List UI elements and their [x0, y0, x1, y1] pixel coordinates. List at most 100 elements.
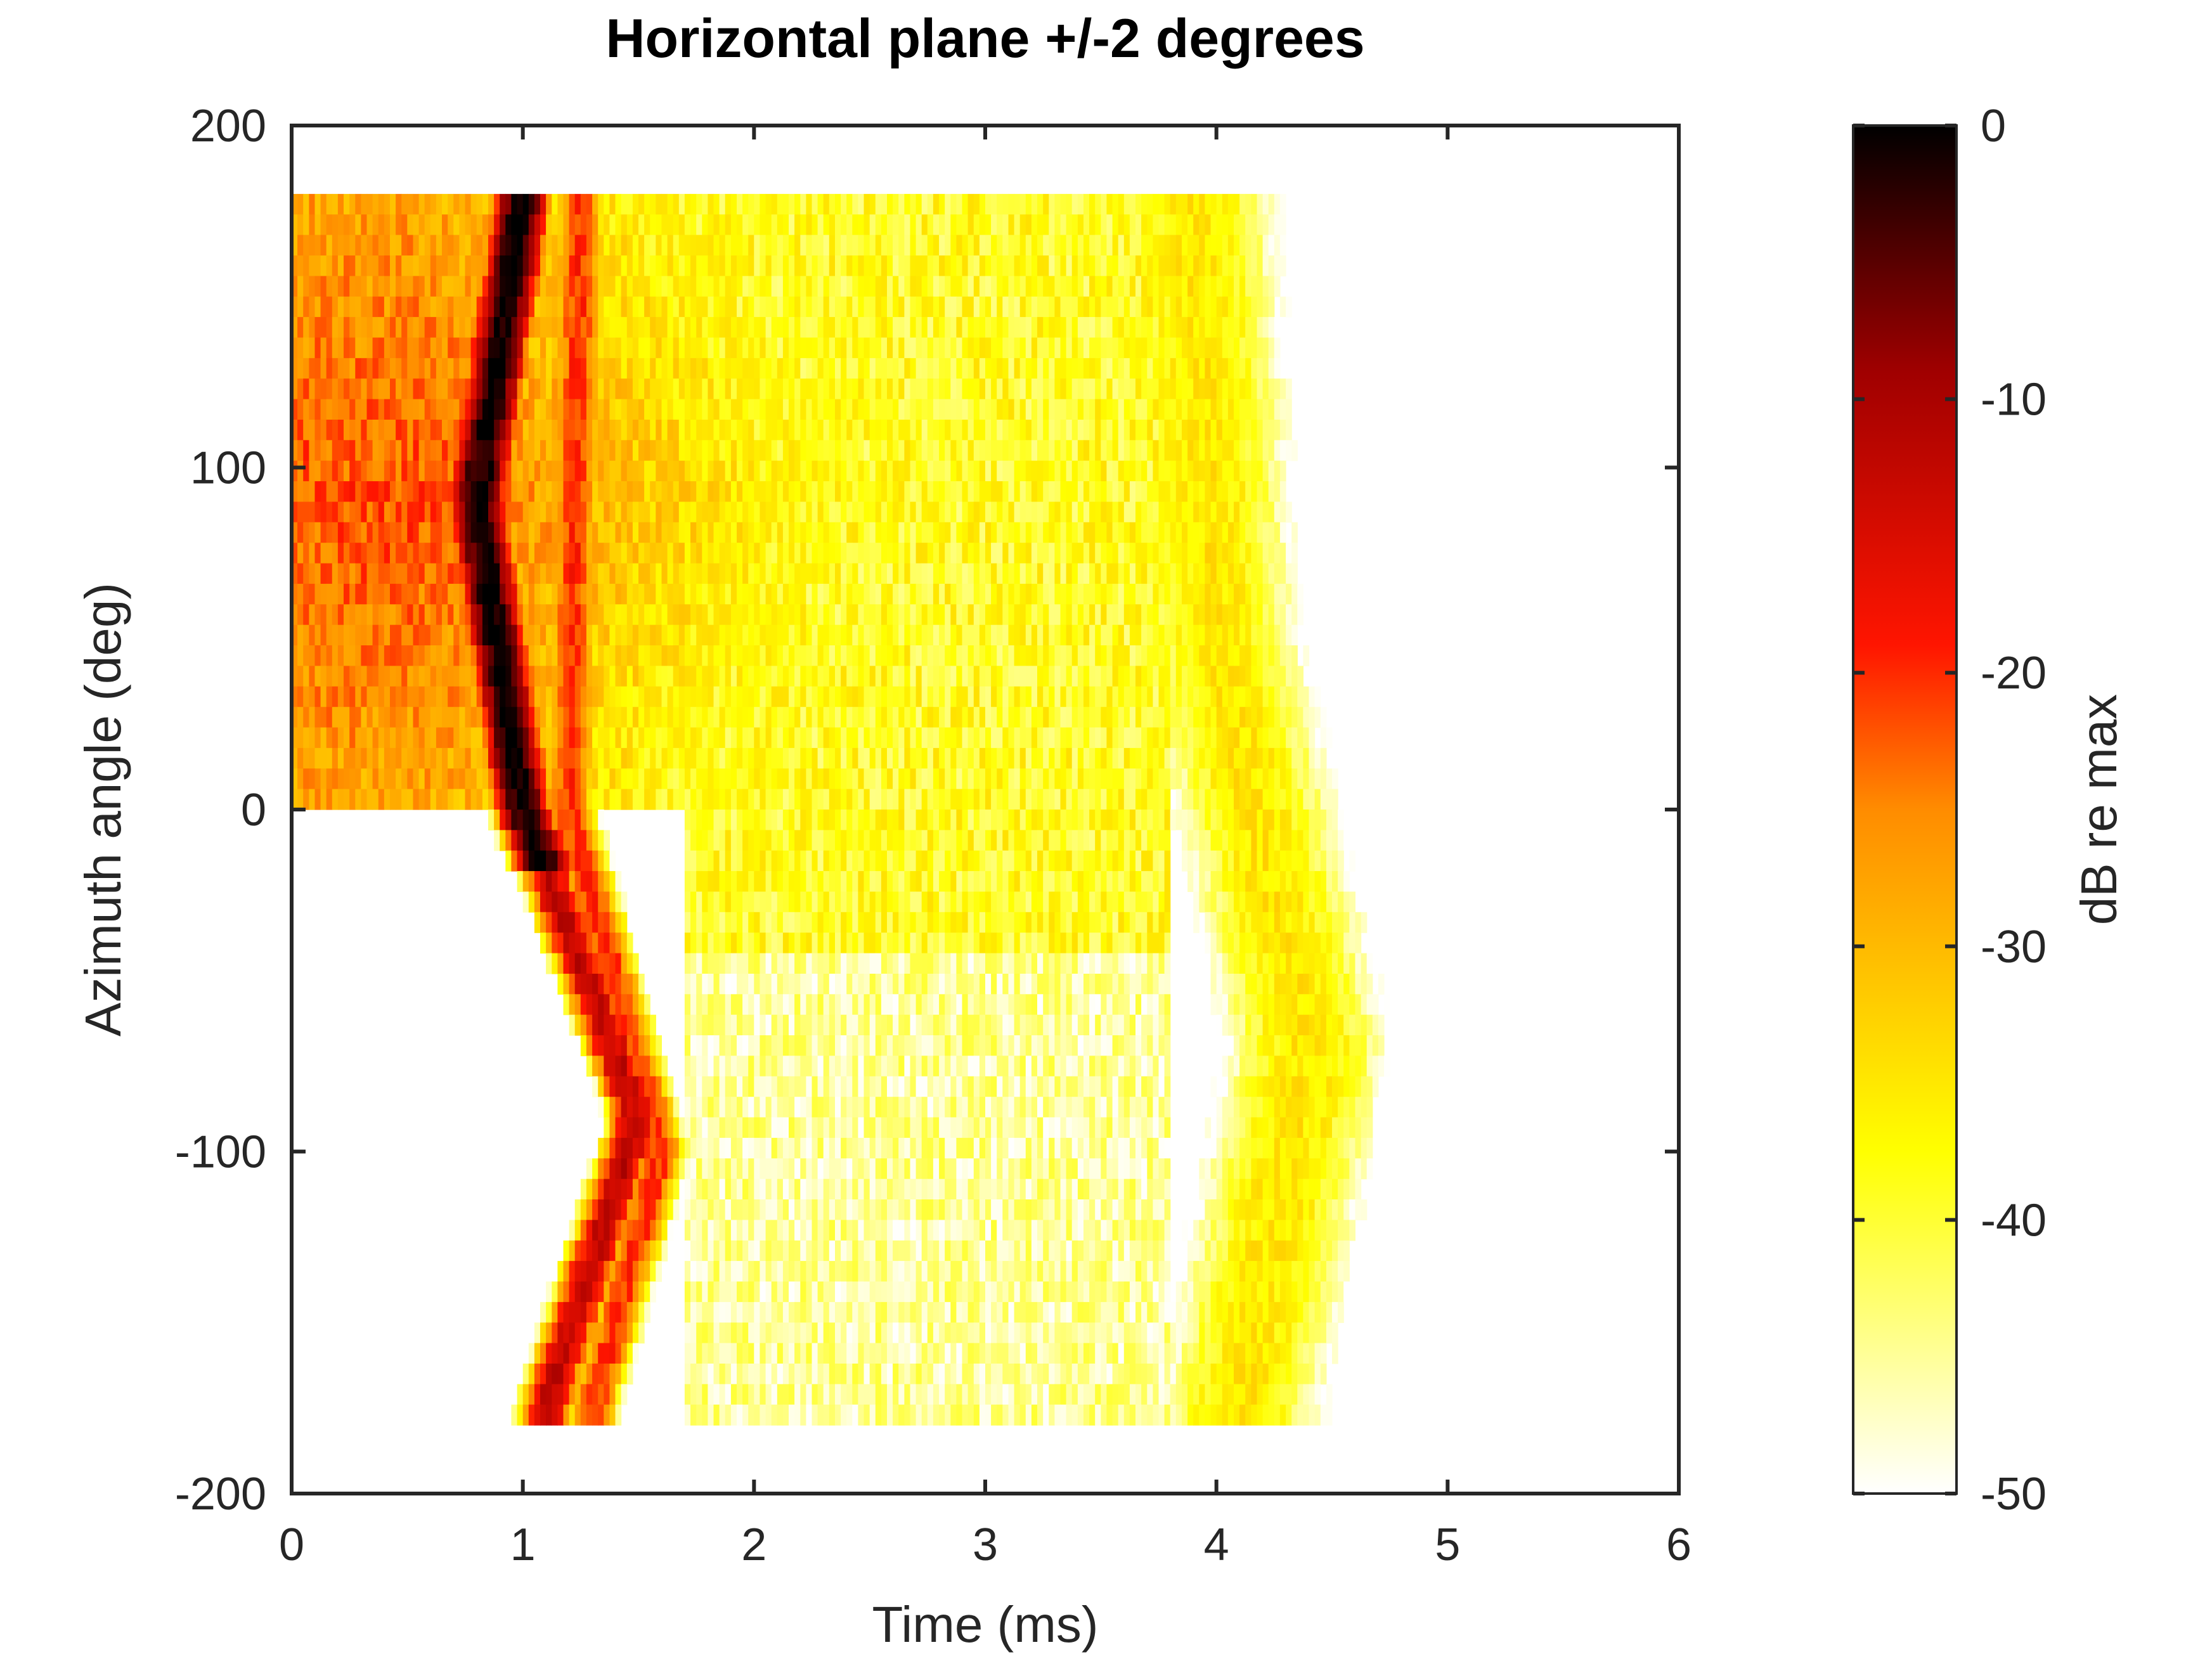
- heatmap-cell: [615, 358, 622, 379]
- heatmap-cell: [754, 604, 760, 626]
- heatmap-cell: [598, 378, 604, 400]
- heatmap-cell: [690, 420, 697, 441]
- heatmap-cell: [580, 501, 587, 523]
- heatmap-cell: [355, 583, 361, 605]
- heatmap-cell: [592, 214, 598, 236]
- heatmap-cell: [967, 214, 974, 236]
- heatmap-cell: [1089, 378, 1096, 400]
- heatmap-cell: [1193, 296, 1200, 318]
- heatmap-cell: [985, 255, 992, 276]
- heatmap-cell: [904, 214, 911, 236]
- heatmap-cell: [800, 645, 806, 666]
- heatmap-cell: [482, 645, 489, 666]
- heatmap-cell: [1077, 296, 1084, 318]
- heatmap-cell: [442, 686, 448, 707]
- heatmap-cell: [1274, 276, 1281, 297]
- heatmap-cell: [985, 768, 992, 790]
- heatmap-cell: [973, 276, 980, 297]
- heatmap-cell: [904, 481, 911, 503]
- heatmap-cell: [841, 378, 847, 400]
- heatmap-cell: [297, 235, 304, 256]
- heatmap-cell: [644, 235, 650, 256]
- heatmap-cell: [1025, 686, 1032, 707]
- heatmap-cell: [320, 666, 327, 687]
- heatmap-cell: [730, 460, 737, 482]
- heatmap-cell: [696, 727, 702, 749]
- heatmap-cell: [1002, 358, 1009, 379]
- heatmap-cell: [812, 296, 818, 318]
- heatmap-cell: [979, 666, 986, 687]
- heatmap-cell: [401, 276, 408, 297]
- heatmap-cell: [1025, 317, 1032, 339]
- heatmap-cell: [1095, 747, 1101, 769]
- heatmap-cell: [604, 604, 610, 626]
- heatmap-cell: [1158, 481, 1165, 503]
- heatmap-cell: [1164, 624, 1171, 646]
- heatmap-cell: [1187, 727, 1194, 749]
- heatmap-cell: [841, 727, 847, 749]
- heatmap-cell: [292, 235, 298, 256]
- heatmap-cell: [730, 420, 737, 441]
- heatmap-cell: [945, 358, 951, 379]
- heatmap-cell: [979, 768, 986, 790]
- heatmap-cell: [1257, 378, 1264, 400]
- heatmap-cell: [546, 193, 552, 215]
- heatmap-cell: [1049, 235, 1055, 256]
- heatmap-cell: [580, 707, 587, 728]
- heatmap-cell: [841, 604, 847, 626]
- heatmap-cell: [1008, 686, 1015, 707]
- heatmap-cell: [1135, 337, 1142, 359]
- heatmap-cell: [760, 276, 766, 297]
- heatmap-cell: [476, 255, 483, 276]
- heatmap-cell: [742, 317, 749, 339]
- heatmap-cell: [1164, 276, 1171, 297]
- heatmap-cell: [418, 358, 425, 379]
- heatmap-cell: [470, 296, 477, 318]
- heatmap-cell: [517, 501, 524, 523]
- heatmap-cell: [846, 317, 853, 339]
- heatmap-cell: [667, 235, 674, 256]
- heatmap-cell: [806, 604, 813, 626]
- heatmap-cell: [448, 481, 454, 503]
- heatmap-cell: [309, 707, 316, 728]
- heatmap-cell: [418, 563, 425, 584]
- heatmap-cell: [835, 686, 841, 707]
- heatmap-cell: [1153, 501, 1160, 523]
- heatmap-cell: [574, 193, 581, 215]
- heatmap-cell: [632, 358, 639, 379]
- heatmap-cell: [829, 296, 836, 318]
- heatmap-cell: [366, 768, 373, 790]
- heatmap-cell: [1268, 276, 1275, 297]
- heatmap-cell: [1031, 543, 1038, 564]
- heatmap-cell: [540, 296, 547, 318]
- heatmap-cell: [852, 296, 858, 318]
- heatmap-cell: [563, 460, 570, 482]
- heatmap-cell: [823, 378, 830, 400]
- heatmap-cell: [361, 420, 368, 441]
- heatmap-cell: [546, 768, 552, 790]
- heatmap-cell: [1175, 276, 1182, 297]
- heatmap-cell: [1083, 543, 1090, 564]
- heatmap-cell: [540, 522, 547, 543]
- heatmap-cell: [950, 727, 957, 749]
- heatmap-cell: [985, 193, 992, 215]
- heatmap-cell: [754, 317, 760, 339]
- heatmap-cell: [742, 624, 749, 646]
- heatmap-cell: [915, 399, 922, 420]
- heatmap-cell: [1043, 399, 1049, 420]
- heatmap-cell: [1141, 296, 1148, 318]
- heatmap-cell: [488, 604, 495, 626]
- heatmap-cell: [430, 707, 437, 728]
- heatmap-cell: [401, 768, 408, 790]
- heatmap-cell: [332, 337, 339, 359]
- heatmap-cell: [713, 604, 720, 626]
- heatmap-cell: [632, 420, 639, 441]
- heatmap-cell: [372, 707, 379, 728]
- heatmap-cell: [598, 399, 604, 420]
- heatmap-cell: [748, 543, 754, 564]
- heatmap-cell: [297, 522, 304, 543]
- heatmap-cell: [390, 522, 396, 543]
- heatmap-cell: [927, 296, 934, 318]
- heatmap-cell: [973, 317, 980, 339]
- heatmap-cell: [361, 727, 368, 749]
